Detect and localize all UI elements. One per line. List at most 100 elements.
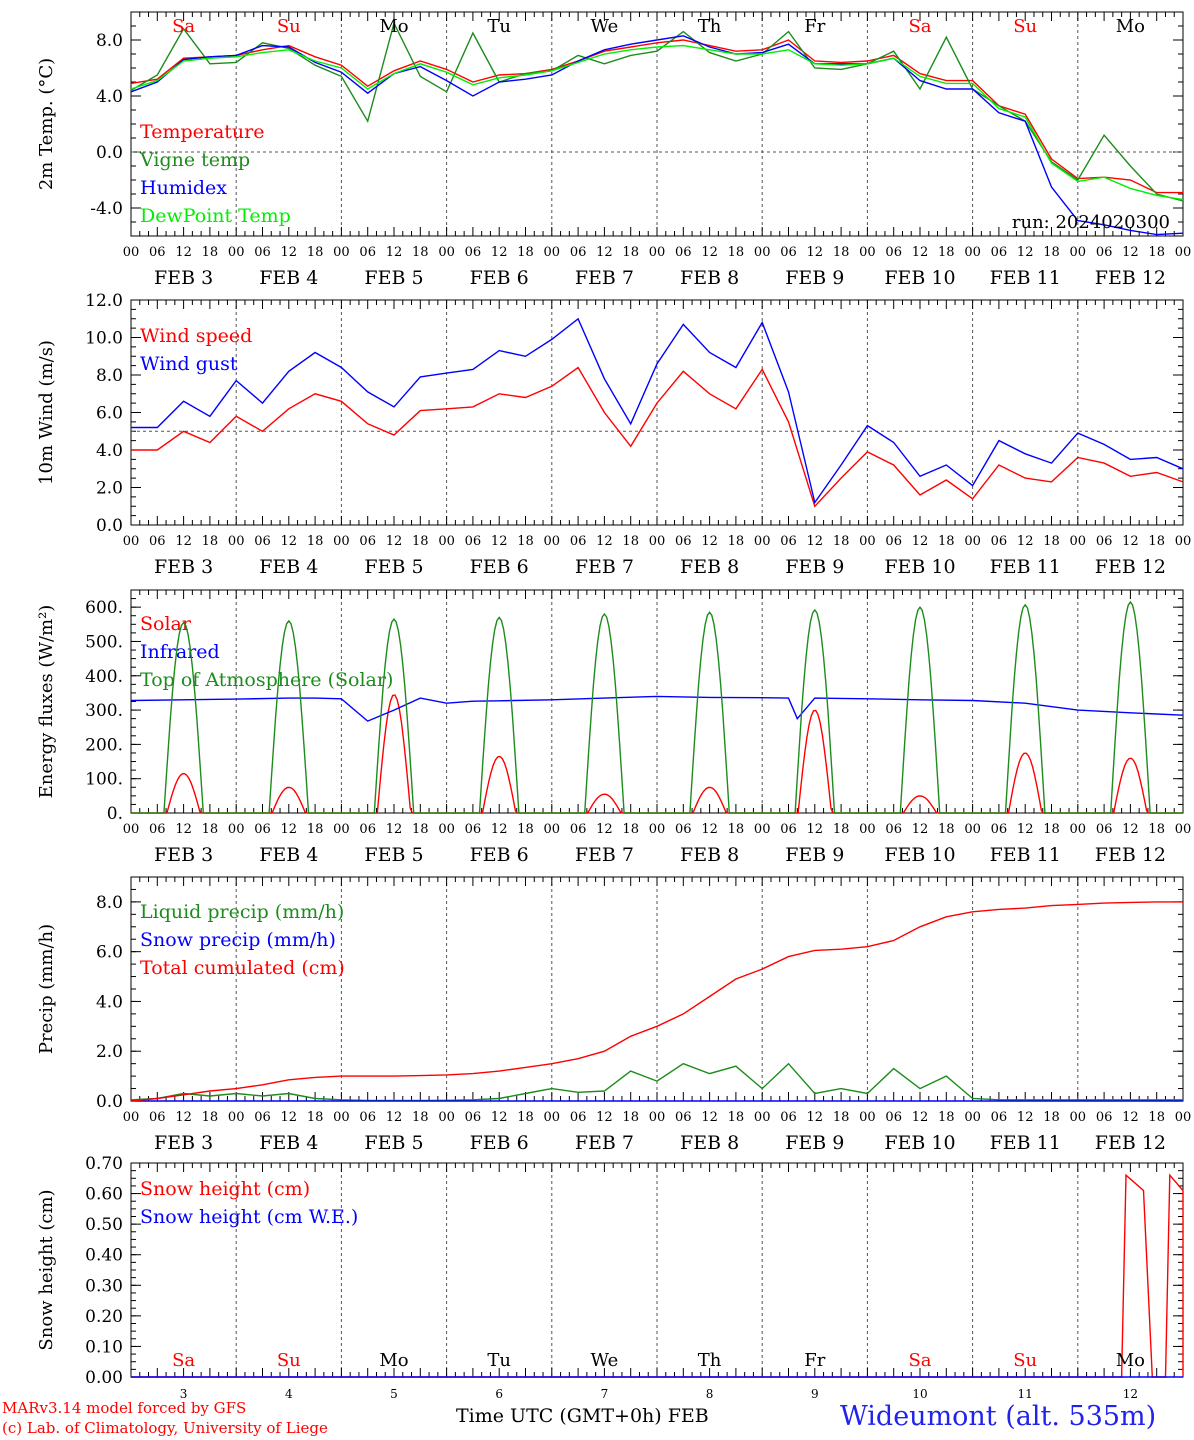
hour-tick-label: 12 <box>281 245 298 260</box>
date-label: FEB 4 <box>259 267 318 289</box>
hour-tick-label: 06 <box>359 822 376 837</box>
hour-tick-label: 06 <box>570 822 587 837</box>
hour-tick-label: 18 <box>412 822 429 837</box>
hour-tick-label: 00 <box>754 245 771 260</box>
date-label: FEB 6 <box>470 267 529 289</box>
hour-tick-label: 12 <box>807 822 824 837</box>
date-label: FEB 3 <box>154 844 213 866</box>
weekday-label: Su <box>1013 1350 1037 1371</box>
hour-tick-label: 18 <box>412 245 429 260</box>
legend-entry: DewPoint Temp <box>140 205 291 227</box>
hour-tick-label: 06 <box>1096 822 1113 837</box>
time-axis-title: Time UTC (GMT+0h) FEB <box>456 1405 709 1427</box>
y-axis-title: Precip (mm/h) <box>36 924 57 1054</box>
day-number: 10 <box>912 1387 927 1401</box>
hour-tick-label: 12 <box>596 1110 613 1125</box>
hour-tick-label: 12 <box>1017 245 1034 260</box>
hour-tick-label: 12 <box>386 534 403 549</box>
hour-tick-label: 06 <box>465 245 482 260</box>
y-tick-label: 0.60 <box>85 1185 123 1205</box>
date-label: FEB 11 <box>990 556 1061 578</box>
hour-tick-label: 12 <box>701 1110 718 1125</box>
hour-tick-label: 18 <box>307 245 324 260</box>
hour-tick-label: 18 <box>622 245 639 260</box>
date-label: FEB 7 <box>575 267 634 289</box>
hour-tick-label: 18 <box>728 822 745 837</box>
hour-tick-label: 12 <box>596 534 613 549</box>
weekday-label: We <box>591 1350 619 1371</box>
weekday-label: Sa <box>172 16 195 37</box>
hour-tick-label: 00 <box>438 245 455 260</box>
hour-tick-label: 00 <box>1175 245 1192 260</box>
series-line-dewpoint-temp <box>130 44 1184 201</box>
y-tick-label: 300. <box>85 701 123 721</box>
hour-tick-label: 18 <box>517 1110 534 1125</box>
date-label: FEB 7 <box>575 556 634 578</box>
hour-tick-label: 06 <box>780 822 797 837</box>
hour-tick-label: 00 <box>333 1110 350 1125</box>
hour-tick-label: 00 <box>228 1110 245 1125</box>
hour-tick-label: 06 <box>991 822 1008 837</box>
hour-tick-label: 12 <box>1017 534 1034 549</box>
y-tick-label: 0.0 <box>96 143 123 163</box>
hour-tick-label: 18 <box>1148 1110 1165 1125</box>
hour-tick-label: 12 <box>807 534 824 549</box>
hour-tick-label: 18 <box>1148 245 1165 260</box>
hour-tick-label: 00 <box>649 534 666 549</box>
hour-tick-label: 00 <box>1070 245 1087 260</box>
weekday-label: Fr <box>804 1350 825 1371</box>
hour-tick-label: 12 <box>281 534 298 549</box>
legend-entry: Wind speed <box>140 325 252 347</box>
date-label: FEB 9 <box>785 267 844 289</box>
hour-tick-label: 12 <box>912 1110 929 1125</box>
hour-tick-label: 18 <box>938 1110 955 1125</box>
day-number: 8 <box>706 1387 714 1401</box>
hour-tick-label: 06 <box>570 245 587 260</box>
weekday-label: Mo <box>1116 16 1145 37</box>
hour-tick-label: 00 <box>544 245 561 260</box>
hour-tick-label: 06 <box>780 245 797 260</box>
hour-tick-label: 00 <box>859 534 876 549</box>
hour-tick-label: 00 <box>333 534 350 549</box>
date-label: FEB 3 <box>154 267 213 289</box>
hour-tick-label: 06 <box>675 822 692 837</box>
hour-tick-label: 18 <box>202 245 219 260</box>
date-label: FEB 4 <box>259 556 318 578</box>
hour-tick-label: 18 <box>833 822 850 837</box>
date-label: FEB 12 <box>1095 267 1166 289</box>
model-credit: MARv3.14 model forced by GFS <box>2 1399 247 1417</box>
hour-tick-label: 18 <box>833 534 850 549</box>
y-axis-title: 2m Temp. (°C) <box>36 58 57 190</box>
y-tick-label: 12.0 <box>85 291 123 311</box>
y-tick-label: 0.10 <box>85 1337 123 1357</box>
hour-tick-label: 12 <box>1122 822 1139 837</box>
y-tick-label: 4.0 <box>96 992 123 1012</box>
hour-tick-label: 00 <box>1175 1110 1192 1125</box>
legend-entry: Top of Atmosphere (Solar) <box>140 669 393 691</box>
hour-tick-label: 18 <box>938 822 955 837</box>
legend-entry: Liquid precip (mm/h) <box>140 901 344 923</box>
hour-tick-label: 00 <box>438 1110 455 1125</box>
hour-tick-label: 06 <box>465 1110 482 1125</box>
y-tick-label: 8.0 <box>96 366 123 386</box>
weekday-label: Su <box>1013 16 1037 37</box>
station-name: Wideumont (alt. 535m) <box>840 1401 1157 1432</box>
hour-tick-label: 18 <box>412 534 429 549</box>
hour-tick-label: 00 <box>964 1110 981 1125</box>
hour-tick-label: 12 <box>912 534 929 549</box>
date-label: FEB 8 <box>680 556 739 578</box>
hour-tick-label: 18 <box>728 1110 745 1125</box>
hour-tick-label: 00 <box>438 822 455 837</box>
weekday-label: We <box>591 16 619 37</box>
hour-tick-label: 12 <box>491 245 508 260</box>
hour-tick-label: 12 <box>1017 1110 1034 1125</box>
legend-entry: Total cumulated (cm) <box>140 957 345 979</box>
hour-tick-label: 12 <box>281 1110 298 1125</box>
y-tick-label: 4.0 <box>96 87 123 107</box>
weekday-label: Tu <box>487 16 511 37</box>
hour-tick-label: 00 <box>333 245 350 260</box>
hour-tick-label: 00 <box>964 245 981 260</box>
date-label: FEB 4 <box>259 844 318 866</box>
date-label: FEB 3 <box>154 1132 213 1154</box>
